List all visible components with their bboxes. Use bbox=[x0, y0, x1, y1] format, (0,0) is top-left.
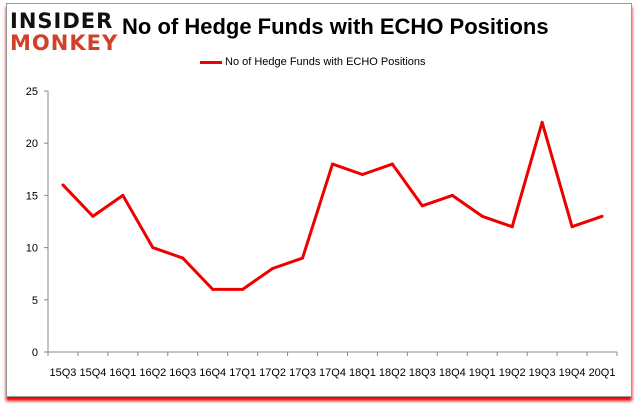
legend-swatch bbox=[200, 60, 222, 64]
logo-line-2: MONKEY bbox=[10, 31, 119, 55]
x-tick-label: 16Q1 bbox=[109, 367, 136, 379]
y-tick-label: 15 bbox=[26, 190, 38, 202]
data-point bbox=[241, 287, 245, 291]
y-tick-label: 10 bbox=[26, 243, 38, 255]
data-point bbox=[480, 214, 484, 218]
series-line bbox=[61, 120, 603, 291]
x-tick-label: 19Q4 bbox=[559, 367, 586, 379]
data-point bbox=[121, 193, 125, 197]
data-point bbox=[420, 204, 424, 208]
x-tick-label: 17Q4 bbox=[319, 367, 346, 379]
data-point bbox=[360, 173, 364, 177]
data-point bbox=[600, 214, 604, 218]
insider-monkey-logo: INSIDER MONKEY bbox=[10, 10, 118, 54]
y-tick-label: 5 bbox=[32, 295, 38, 307]
x-tick-label: 19Q3 bbox=[529, 367, 556, 379]
x-tick-label: 16Q4 bbox=[199, 367, 226, 379]
x-tick-label: 18Q3 bbox=[409, 367, 436, 379]
x-tick-label: 17Q3 bbox=[289, 367, 316, 379]
data-point bbox=[271, 266, 275, 270]
x-tick-label: 17Q1 bbox=[229, 367, 256, 379]
x-tick-label: 18Q1 bbox=[349, 367, 376, 379]
y-tick-label: 0 bbox=[32, 347, 38, 359]
legend-label: No of Hedge Funds with ECHO Positions bbox=[225, 56, 426, 68]
data-point bbox=[450, 193, 454, 197]
data-point bbox=[510, 225, 514, 229]
x-tick-label: 19Q2 bbox=[499, 367, 526, 379]
y-tick-label: 25 bbox=[26, 86, 38, 98]
data-point bbox=[211, 287, 215, 291]
data-point bbox=[91, 214, 95, 218]
x-tick-label: 15Q3 bbox=[50, 367, 77, 379]
data-point bbox=[390, 162, 394, 166]
data-point bbox=[570, 225, 574, 229]
data-point bbox=[331, 162, 334, 166]
chart-frame bbox=[6, 3, 632, 397]
x-tick-label: 15Q4 bbox=[79, 367, 106, 379]
data-point bbox=[540, 120, 544, 124]
chart-title: No of Hedge Funds with ECHO Positions bbox=[122, 14, 549, 39]
y-tick-label: 20 bbox=[26, 138, 38, 150]
x-tick-label: 16Q3 bbox=[169, 367, 196, 379]
data-point bbox=[301, 256, 305, 260]
data-point bbox=[151, 246, 155, 250]
x-tick-label: 17Q2 bbox=[259, 367, 286, 379]
data-point bbox=[181, 256, 185, 260]
data-point bbox=[61, 183, 65, 187]
x-tick-label: 19Q1 bbox=[469, 367, 496, 379]
x-tick-label: 18Q2 bbox=[379, 367, 406, 379]
legend: No of Hedge Funds with ECHO Positions bbox=[200, 56, 426, 68]
logo-line-1: INSIDER bbox=[10, 9, 114, 33]
x-tick-label: 20Q1 bbox=[589, 367, 616, 379]
x-tick-label: 16Q2 bbox=[139, 367, 166, 379]
x-tick-label: 18Q4 bbox=[439, 367, 466, 379]
